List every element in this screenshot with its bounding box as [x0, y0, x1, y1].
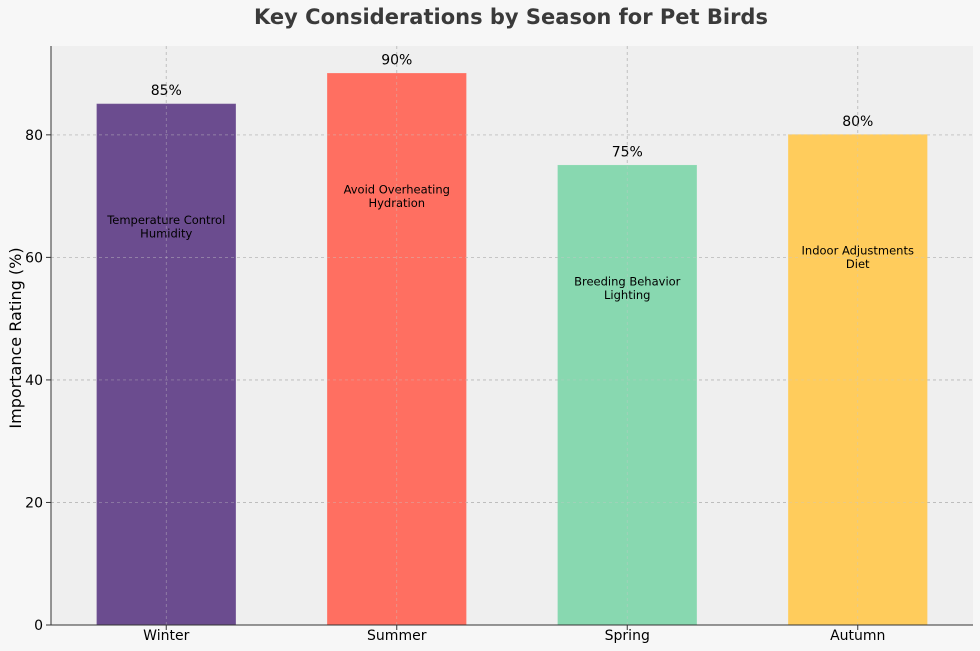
tick-labels: 0 20 40 60 80 Winter Summer Spring Autumn: [25, 128, 885, 644]
value-label: 85%: [151, 83, 182, 99]
y-tick-label: 80: [25, 128, 43, 144]
y-axis-label: Importance Rating (%): [6, 247, 25, 428]
chart-title: Key Considerations by Season for Pet Bir…: [254, 5, 768, 29]
x-tick-label: Autumn: [830, 628, 885, 644]
axes: [50, 46, 973, 626]
value-label: 75%: [612, 144, 643, 160]
x-tick-label: Spring: [605, 628, 650, 644]
y-tick-label: 60: [25, 250, 43, 266]
y-tick-label: 0: [34, 618, 43, 634]
value-labels: 85%90%75%80%: [151, 53, 874, 161]
y-tick-label: 40: [25, 373, 43, 389]
bar-annotation-line: Temperature Control: [106, 213, 225, 227]
bar-annotation-line: Avoid Overheating: [344, 182, 450, 196]
y-tick-label: 20: [25, 495, 43, 511]
x-tick-label: Winter: [143, 628, 189, 644]
value-label: 80%: [842, 114, 873, 130]
x-tick-label: Summer: [367, 628, 427, 644]
